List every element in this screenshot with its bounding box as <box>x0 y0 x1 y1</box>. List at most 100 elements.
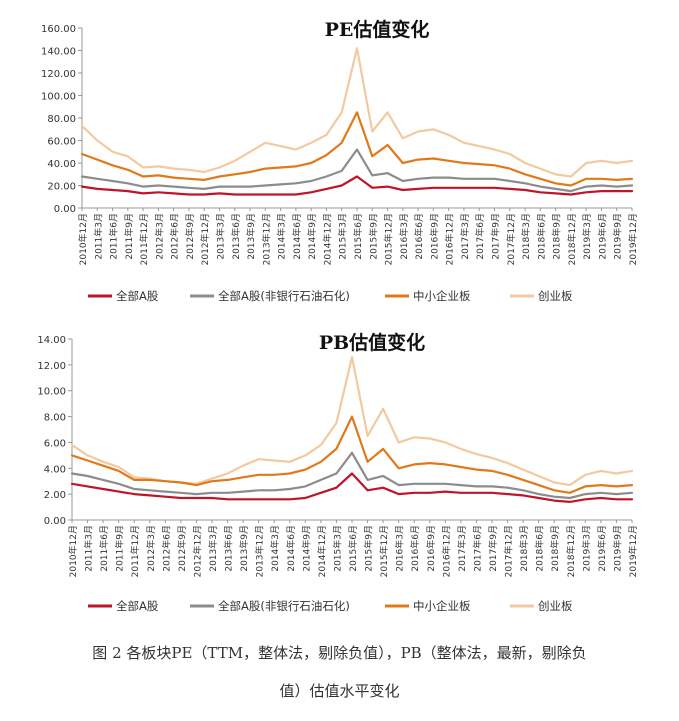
x-tick-label: 2018年12月 <box>565 525 577 577</box>
x-tick-label: 2010年12月 <box>77 213 89 265</box>
x-tick-label: 2012年12月 <box>191 525 203 577</box>
x-tick-label: 2014年12月 <box>321 213 333 265</box>
figure-caption-line2: 值）估值水平变化 <box>279 682 400 700</box>
y-tick-label: 80.00 <box>47 114 76 125</box>
series-line-1 <box>70 451 634 500</box>
x-tick-label: 2016年6月 <box>413 213 425 260</box>
x-tick-label: 2018年12月 <box>566 213 578 265</box>
x-tick-label: 2017年6月 <box>474 213 486 260</box>
series-line-0 <box>70 472 634 503</box>
x-tick-label: 2019年6月 <box>596 213 608 260</box>
y-tick-label: 0.00 <box>44 516 66 527</box>
x-tick-label: 2015年3月 <box>331 525 343 572</box>
x-tick-label: 2013年6月 <box>223 525 235 572</box>
x-tick-label: 2017年12月 <box>503 525 515 577</box>
x-tick-label: 2013年6月 <box>230 213 242 260</box>
legend-item: 全部A股 <box>88 289 159 303</box>
legend-label: 中小企业板 <box>413 599 471 613</box>
x-tick-label: 2019年3月 <box>581 213 593 260</box>
y-tick-label: 14.00 <box>37 335 66 346</box>
legend-label: 全部A股 <box>116 289 159 303</box>
y-tick-label: 120.00 <box>41 69 76 80</box>
legend-item: 中小企业板 <box>385 599 471 613</box>
series-line-3 <box>80 47 634 178</box>
x-tick-label: 2012年3月 <box>145 525 157 572</box>
x-tick-label: 2012年3月 <box>153 213 165 260</box>
legend-item: 创业板 <box>510 289 573 303</box>
x-tick-label: 2013年9月 <box>245 213 257 260</box>
legend-item: 全部A股(非银行石油石化) <box>190 289 350 303</box>
y-tick-label: 0.00 <box>54 204 76 215</box>
x-tick-label: 2017年12月 <box>505 213 517 265</box>
y-tick-label: 140.00 <box>41 47 76 58</box>
x-tick-label: 2016年9月 <box>425 525 437 572</box>
x-tick-label: 2016年6月 <box>409 525 421 572</box>
x-tick-label: 2013年12月 <box>260 213 272 265</box>
x-tick-label: 2017年3月 <box>456 525 468 572</box>
series-line-3 <box>70 356 634 487</box>
series-line-2 <box>80 111 634 187</box>
x-tick-label: 2014年3月 <box>276 213 288 260</box>
x-tick-label: 2013年3月 <box>207 525 219 572</box>
x-tick-label: 2019年9月 <box>612 213 624 260</box>
x-tick-label: 2019年12月 <box>627 213 639 265</box>
legend-item: 创业板 <box>510 599 573 613</box>
x-tick-label: 2015年9月 <box>363 525 375 572</box>
x-tick-label: 2018年9月 <box>551 213 563 260</box>
series-line-1 <box>80 148 634 193</box>
x-tick-label: 2011年3月 <box>83 525 95 572</box>
x-tick-label: 2016年12月 <box>440 525 452 577</box>
x-tick-label: 2018年3月 <box>518 525 530 572</box>
x-tick-label: 2014年6月 <box>285 525 297 572</box>
x-tick-label: 2018年6月 <box>534 525 546 572</box>
x-tick-label: 2017年9月 <box>487 525 499 572</box>
x-tick-label: 2012年9月 <box>176 525 188 572</box>
x-tick-label: 2012年12月 <box>199 213 211 265</box>
x-tick-label: 2014年12月 <box>316 525 328 577</box>
x-tick-label: 2015年9月 <box>367 213 379 260</box>
x-tick-label: 2011年9月 <box>114 525 126 572</box>
pe-chart: PE估值变化 0.00 20.00 40.00 60.00 80.00 100.00 120.… <box>41 18 639 303</box>
x-tick-label: 2013年12月 <box>254 525 266 577</box>
x-tick-label: 2010年12月 <box>67 525 79 577</box>
x-tick-label: 2012年9月 <box>184 213 196 260</box>
x-tick-label: 2011年12月 <box>138 213 150 265</box>
y-tick-label: 2.00 <box>44 490 66 501</box>
x-tick-label: 2018年6月 <box>535 213 547 260</box>
x-tick-label: 2014年9月 <box>306 213 318 260</box>
x-tick-label: 2011年6月 <box>108 213 120 260</box>
chart-title: PB估值变化 <box>319 331 425 354</box>
legend-label: 全部A股(非银行石油石化) <box>218 289 350 303</box>
x-tick-label: 2014年6月 <box>291 213 303 260</box>
x-tick-label: 2011年12月 <box>129 525 141 577</box>
x-tick-label: 2014年9月 <box>300 525 312 572</box>
x-tick-label: 2016年9月 <box>428 213 440 260</box>
y-tick-label: 20.00 <box>47 182 76 193</box>
y-tick-label: 100.00 <box>41 92 76 103</box>
legend-label: 全部A股 <box>116 599 159 613</box>
x-tick-label: 2016年3月 <box>394 525 406 572</box>
x-tick-label: 2014年3月 <box>269 525 281 572</box>
legend-item: 全部A股(非银行石油石化) <box>190 599 350 613</box>
x-tick-label: 2019年12月 <box>627 525 639 577</box>
y-tick-label: 60.00 <box>47 137 76 148</box>
x-tick-label: 2016年3月 <box>398 213 410 260</box>
y-tick-label: 40.00 <box>47 159 76 170</box>
y-tick-label: 160.00 <box>41 24 76 35</box>
legend-label: 创业板 <box>538 289 573 303</box>
x-tick-label: 2015年12月 <box>383 213 395 265</box>
x-tick-label: 2018年3月 <box>520 213 532 260</box>
legend-label: 创业板 <box>538 599 573 613</box>
pb-chart: PB估值变化 0.00 2.00 4.00 6.00 8.00 10.00 12.00 14.0… <box>37 331 639 613</box>
x-tick-label: 2019年6月 <box>596 525 608 572</box>
x-tick-label: 2011年3月 <box>92 213 104 260</box>
y-tick-label: 12.00 <box>37 361 66 372</box>
x-tick-label: 2015年3月 <box>337 213 349 260</box>
figure-caption-line1: 图 2 各板块PE（TTM，整体法，剔除负值），PB（整体法，最新，剔除负 <box>92 644 587 662</box>
x-tick-label: 2011年9月 <box>123 213 135 260</box>
x-tick-label: 2012年6月 <box>169 213 181 260</box>
x-tick-label: 2017年6月 <box>471 525 483 572</box>
x-tick-label: 2017年3月 <box>459 213 471 260</box>
chart-title: PE估值变化 <box>325 18 430 41</box>
x-tick-label: 2013年9月 <box>238 525 250 572</box>
